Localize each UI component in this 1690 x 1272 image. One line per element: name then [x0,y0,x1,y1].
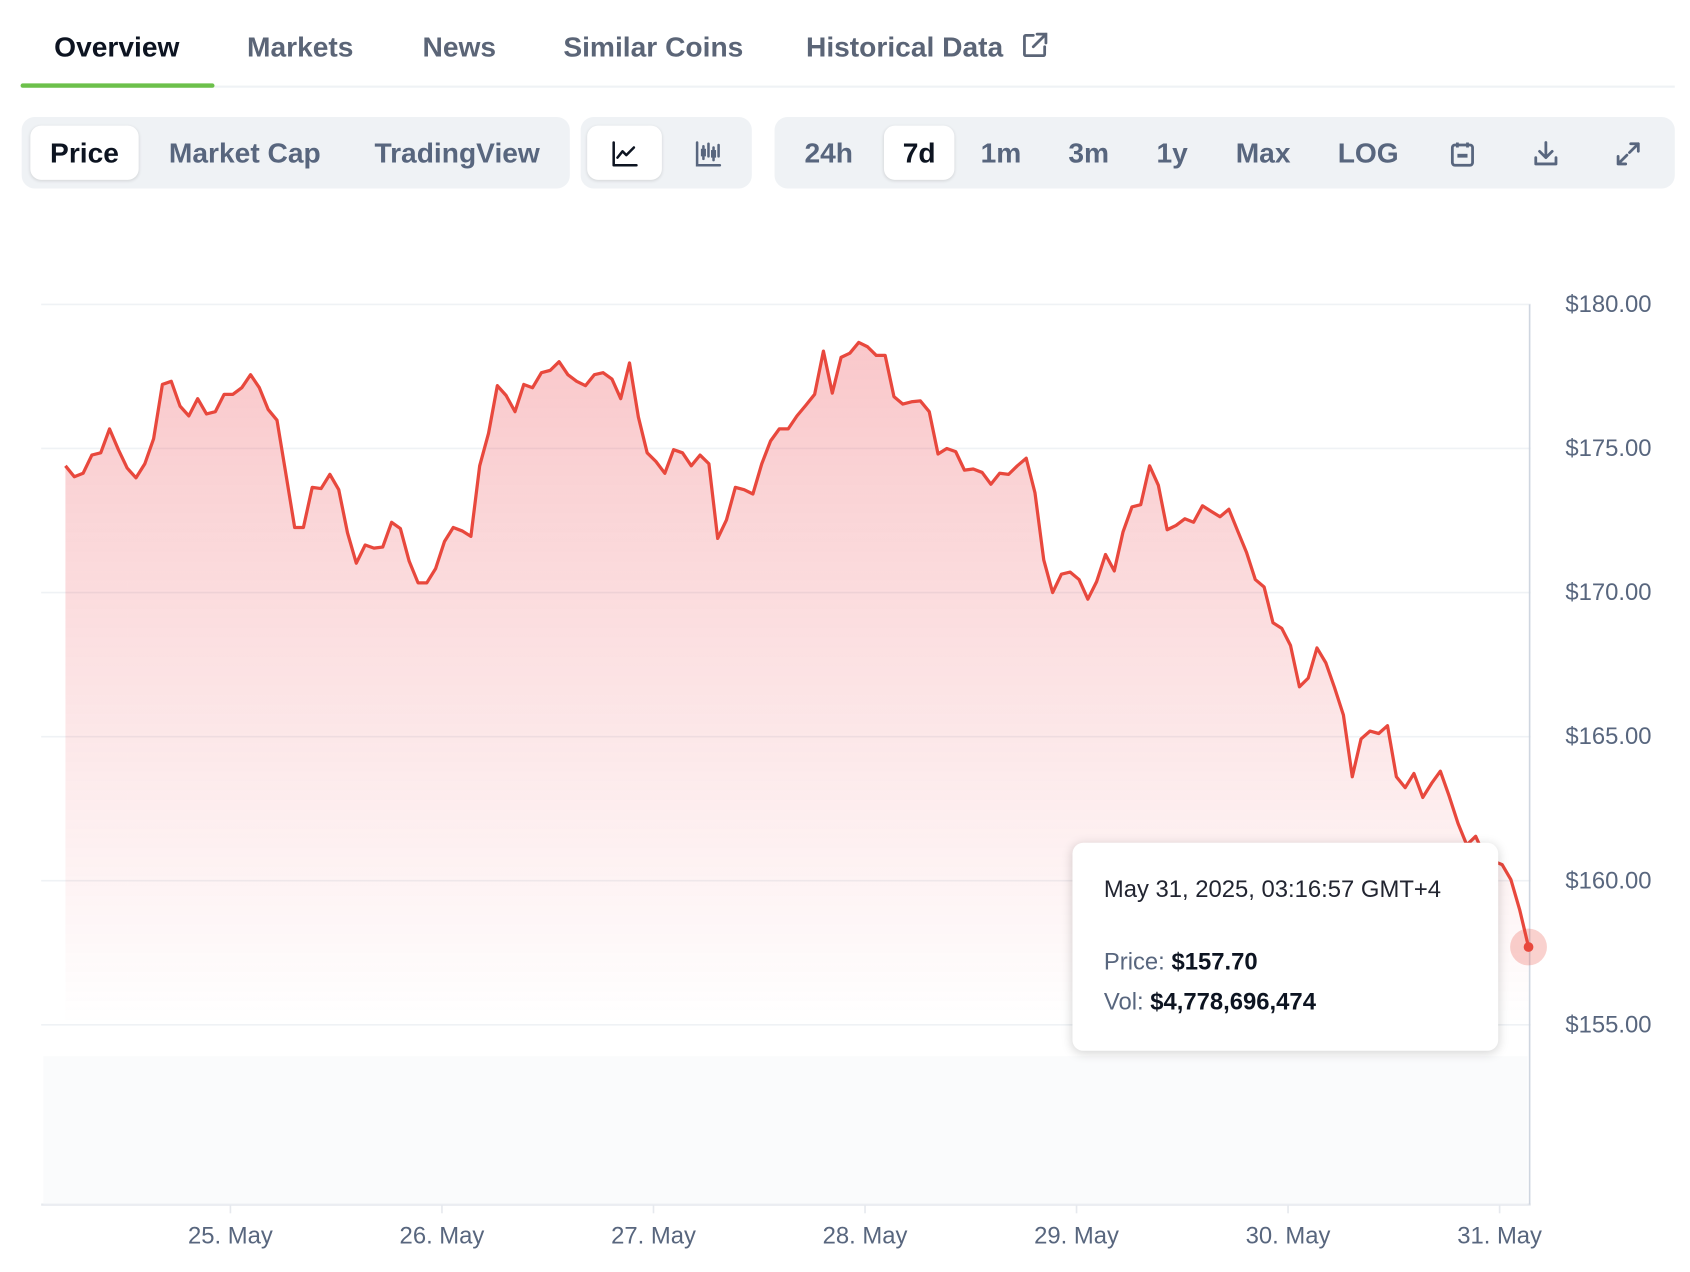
tooltip-price: $157.70 [1171,947,1258,975]
y-tick-label: $165.00 [1565,722,1652,750]
download-button[interactable] [1516,126,1577,180]
calendar-icon [1450,142,1474,167]
x-tick-label: 25. May [188,1221,273,1250]
date-range-button[interactable] [1432,126,1493,180]
log-scale-button[interactable]: LOG [1337,136,1399,169]
tab-divider [20,85,1675,88]
tooltip-vol-label: Vol: [1103,987,1144,1016]
line-chart-button[interactable] [587,125,662,180]
x-tick-label: 27. May [611,1221,696,1250]
expand-icon [1616,142,1640,166]
y-tick-label: $155.00 [1565,1010,1652,1038]
hover-point [1523,942,1534,952]
tooltip-datetime: May 31, 2025, 03:16:57 GMT+4 [1103,875,1442,903]
y-tick-label: $160.00 [1565,866,1652,894]
x-tick-label: 26. May [399,1221,485,1250]
download-icon [1534,141,1558,166]
price-button[interactable]: Price [30,125,139,180]
range-1y-button[interactable]: 1y [1156,136,1188,169]
tab-similar-coins[interactable]: Similar Coins [563,30,744,63]
x-tick-label: 29. May [1034,1221,1119,1250]
tab-overview[interactable]: Overview [54,30,180,63]
market-cap-button[interactable]: Market Cap [168,136,321,169]
volume-area [43,1056,1528,1205]
tab-news[interactable]: News [422,30,497,63]
y-tick-label: $175.00 [1565,434,1652,462]
line-chart-icon [611,141,638,167]
tab-markets[interactable]: Markets [246,30,354,63]
active-tab-indicator [20,83,215,88]
price-line [64,340,1531,948]
candlestick-chart-icon [695,141,721,167]
tooltip-price-label: Price: [1103,947,1165,975]
range-max-button[interactable]: Max [1235,136,1291,169]
range-24h-button[interactable]: 24h [804,136,853,169]
tooltip-volume: $4,778,696,474 [1150,987,1316,1016]
x-tick-label: 28. May [822,1221,908,1250]
external-link-icon [1023,32,1048,57]
fullscreen-button[interactable] [1598,126,1659,180]
tab-historical-data[interactable]: Historical Data [806,30,1050,64]
x-tick-label: 31. May [1457,1221,1542,1250]
y-tick-label: $170.00 [1565,578,1652,606]
tab-historical-data-label: Historical Data [805,30,1004,63]
tradingview-button[interactable]: TradingView [374,136,540,169]
range-3m-button[interactable]: 3m [1068,136,1110,169]
range-7d-button[interactable]: 7d [883,125,955,180]
chart-tooltip: May 31, 2025, 03:16:57 GMT+4 Price: $157… [1072,842,1499,1051]
candlestick-chart-button[interactable] [671,126,746,180]
range-1m-button[interactable]: 1m [980,136,1022,169]
y-tick-label: $180.00 [1565,290,1652,318]
x-tick-label: 30. May [1245,1221,1331,1250]
